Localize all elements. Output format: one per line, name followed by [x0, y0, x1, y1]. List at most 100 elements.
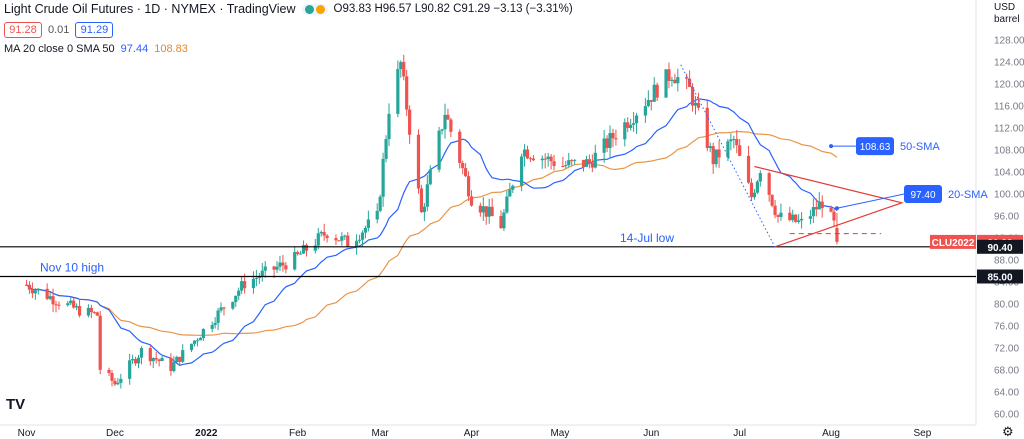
- candle-body: [30, 289, 35, 294]
- candle-body: [614, 138, 618, 140]
- market-status-toggle[interactable]: [301, 3, 328, 15]
- candle-body: [33, 290, 37, 294]
- candle-body: [564, 165, 568, 167]
- candle-body: [340, 236, 344, 241]
- candle-body: [820, 201, 824, 209]
- candle-body: [623, 122, 627, 140]
- sma50-callout-badge-text: 108.63: [860, 142, 891, 153]
- candle-body: [738, 145, 742, 156]
- candle-body: [573, 159, 577, 161]
- y-tick-label: 100.00: [994, 190, 1024, 201]
- candle-body: [788, 212, 792, 221]
- candle-body: [758, 173, 762, 182]
- ma20-value: 97.44: [120, 43, 149, 55]
- candle-body: [528, 158, 533, 160]
- symbol-title[interactable]: Light Crude Oil Futures · 1D · NYMEX · T…: [4, 2, 296, 16]
- ma20-line: [26, 98, 838, 367]
- x-tick-label: May: [550, 428, 569, 439]
- candle-body: [254, 277, 258, 279]
- candle-body: [652, 84, 656, 102]
- candle-body: [464, 168, 468, 177]
- candle-body: [408, 109, 412, 135]
- x-tick-label: Aug: [822, 428, 840, 439]
- candle-body: [567, 160, 571, 166]
- candle-body: [399, 61, 403, 70]
- triangle-pattern: [754, 165, 904, 248]
- candle-body: [484, 206, 488, 217]
- candle-body: [213, 322, 217, 326]
- chart-header: Light Crude Oil Futures · 1D · NYMEX · T…: [4, 2, 573, 16]
- candle-body: [257, 277, 261, 279]
- y-tick-label: 76.00: [994, 322, 1019, 333]
- indicator-label: MA 20 close 0 SMA 50: [4, 43, 115, 55]
- candle-body: [313, 245, 317, 251]
- y-tick-label: 96.00: [994, 212, 1019, 223]
- candle-body: [646, 100, 650, 107]
- candle-body: [98, 315, 102, 370]
- buy-button[interactable]: 91.29: [75, 22, 114, 38]
- ohlc-readout: O93.83 H96.57 L90.82 C91.29 −3.13 (−3.31…: [333, 3, 573, 15]
- candle-body: [384, 139, 388, 159]
- candle-body: [354, 240, 359, 247]
- candle-body: [27, 284, 32, 290]
- candle-body: [466, 176, 471, 197]
- candle-body: [57, 304, 61, 306]
- candle-body: [443, 114, 447, 130]
- candle-body: [131, 359, 135, 361]
- candle-body: [419, 188, 424, 213]
- candle-body: [298, 253, 303, 255]
- sell-button[interactable]: 91.28: [4, 22, 42, 38]
- candle-body: [602, 138, 606, 153]
- candle-body: [676, 77, 680, 84]
- candle-body: [405, 76, 409, 110]
- candle-body: [643, 106, 647, 116]
- x-tick-label: Jul: [733, 428, 746, 439]
- candle-body: [272, 266, 276, 270]
- y-tick-label: 68.00: [994, 366, 1019, 377]
- candle-body: [237, 290, 241, 296]
- candle-body: [48, 296, 52, 299]
- candle-body: [673, 79, 677, 84]
- indicator-legend[interactable]: MA 20 close 0 SMA 50 97.44 108.83: [4, 43, 188, 55]
- candle-body: [584, 159, 589, 167]
- candle-body: [45, 288, 49, 299]
- jul-14-low-label: 14-Jul low: [620, 231, 674, 245]
- level-90-tag-bg: [977, 239, 1023, 254]
- axis-unit-barrel: barrel: [994, 14, 1020, 25]
- axis-unit-usd: USD: [994, 2, 1015, 13]
- candle-body: [440, 129, 444, 131]
- candle-body: [24, 284, 29, 286]
- level-85-tag-bg: [977, 269, 1023, 284]
- symbol-tag-bg: [930, 234, 976, 249]
- candle-body: [175, 356, 179, 363]
- candle-body: [216, 310, 220, 323]
- candle-body: [366, 219, 370, 228]
- candle-body: [293, 252, 297, 270]
- candle-body: [416, 134, 421, 189]
- candle-body: [92, 312, 96, 314]
- candle-body: [693, 102, 698, 106]
- candle-body: [219, 307, 223, 311]
- candle-body: [128, 360, 132, 379]
- candle-body: [632, 123, 636, 125]
- candle-body: [770, 194, 774, 206]
- candle-body: [77, 306, 82, 316]
- candle-body: [334, 238, 338, 241]
- candle-body: [343, 235, 347, 237]
- candle-body: [561, 165, 565, 167]
- candle-body: [243, 281, 247, 289]
- spread-value: 0.01: [48, 24, 70, 36]
- candle-body: [301, 245, 306, 254]
- candle-body: [685, 77, 689, 79]
- candle-body: [422, 206, 426, 213]
- candle-body: [437, 130, 441, 170]
- y-tick-label: 124.00: [994, 58, 1024, 69]
- candle-body: [148, 348, 152, 362]
- candle-body: [794, 214, 798, 222]
- candle-body: [478, 205, 482, 213]
- nov-10-high-label: Nov 10 high: [40, 261, 104, 275]
- candle-body: [543, 158, 547, 160]
- candle-body: [499, 216, 503, 229]
- candle-body: [151, 358, 155, 362]
